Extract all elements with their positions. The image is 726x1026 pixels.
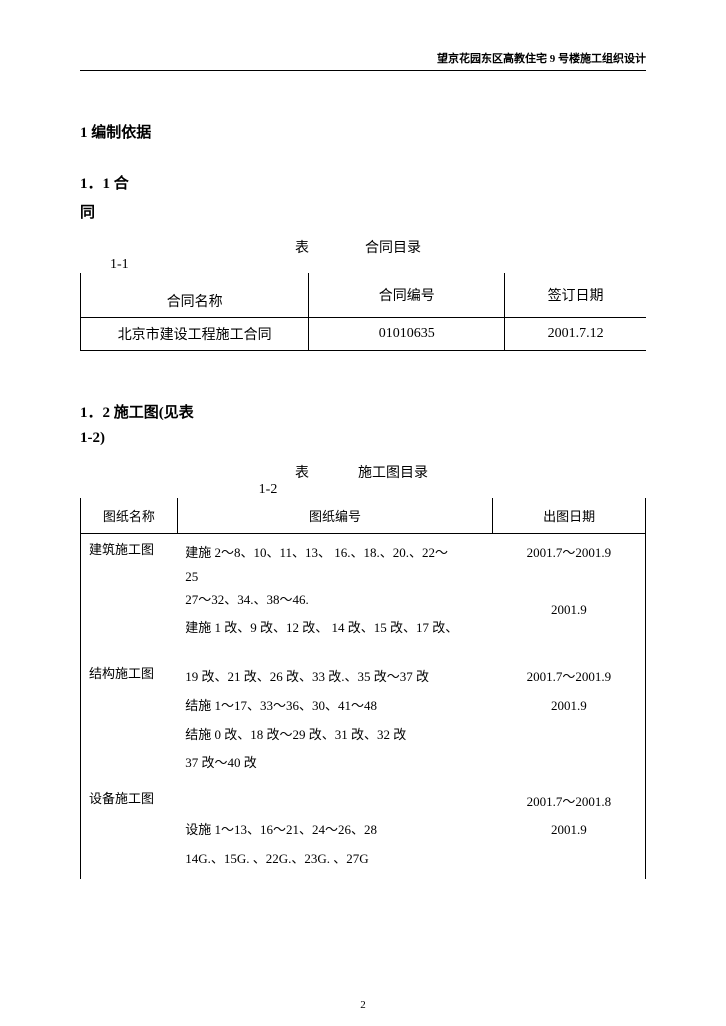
section-1-title: 1 编制依据 (80, 121, 646, 142)
table-row: 合同名称 合同编号 签订日期 (81, 273, 647, 318)
table-row: 结构施工图 19 改、21 改、26 改、33 改.、35 改～37 改结施 1… (81, 658, 646, 782)
table-2-title: 施工图目录 (358, 462, 428, 482)
table-row: 建筑施工图建施 2～8、10、11、13、 16.、18.、20.、22～252… (81, 534, 646, 659)
cell-number: 19 改、21 改、26 改、33 改.、35 改～37 改结施 1～17、33… (177, 658, 493, 782)
col-header-number: 合同编号 (309, 273, 505, 318)
col-header-number: 图纸编号 (177, 498, 493, 534)
drawing-table: 图纸名称 图纸编号 出图日期 建筑施工图建施 2～8、10、11、13、 16.… (80, 498, 646, 879)
col-header-name: 图纸名称 (81, 498, 178, 534)
col-header-name: 合同名称 (81, 273, 309, 318)
section-1-2-line1: 1．2 施工图(见表 (80, 401, 646, 422)
table-1-caption: 表 合同目录 1-1 (80, 237, 646, 273)
section-1-2-line2: 1-2) (80, 430, 646, 447)
cell-date: 2001.7.12 (505, 318, 646, 351)
cell-name: 建筑施工图 (81, 534, 178, 659)
table-1-title: 合同目录 (365, 237, 421, 257)
cell-name: 北京市建设工程施工合同 (81, 318, 309, 351)
cell-number: 建施 2～8、10、11、13、 16.、18.、20.、22～2527～32、… (177, 534, 493, 659)
table-2-label: 表 (295, 462, 309, 482)
table-1-label: 表 (295, 237, 309, 257)
cell-number: 01010635 (309, 318, 505, 351)
cell-name: 设备施工图 (81, 783, 178, 879)
cell-number: 设施 1～13、16～21、24～26、2814G.、15G. 、22G.、23… (177, 783, 493, 879)
page-number: 2 (0, 999, 726, 1011)
cell-date: 2001.7～2001.82001.9 (493, 783, 646, 879)
table-row: 设备施工图 设施 1～13、16～21、24～26、2814G.、15G. 、2… (81, 783, 646, 879)
page-header: 望京花园东区高教住宅 9 号楼施工组织设计 (80, 50, 646, 71)
table-1-num: 1-1 (80, 257, 646, 273)
table-row: 图纸名称 图纸编号 出图日期 (81, 498, 646, 534)
cell-date: 2001.7～2001.9 2001.9 (493, 534, 646, 659)
table-row: 北京市建设工程施工合同 01010635 2001.7.12 (81, 318, 647, 351)
cell-date: 2001.7～2001.92001.9 (493, 658, 646, 782)
section-1-1-line1: 1．1 合 (80, 172, 646, 193)
section-1-1-line2: 同 (80, 201, 646, 222)
contract-table: 合同名称 合同编号 签订日期 北京市建设工程施工合同 01010635 2001… (80, 273, 646, 351)
cell-name: 结构施工图 (81, 658, 178, 782)
table-2-caption: 表 施工图目录 1-2 (80, 462, 646, 498)
table-2-num: 1-2 (80, 482, 646, 498)
col-header-date: 出图日期 (493, 498, 646, 534)
col-header-date: 签订日期 (505, 273, 646, 318)
